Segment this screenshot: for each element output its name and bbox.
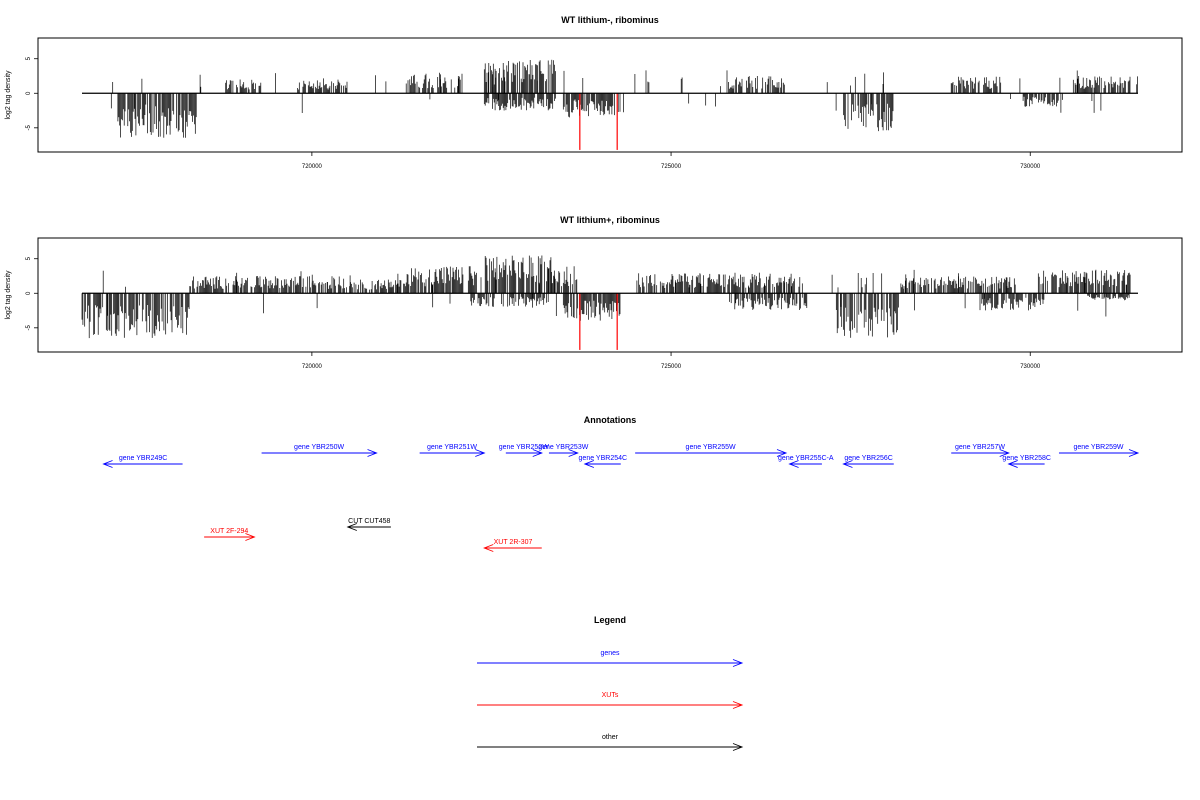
x-tick-label: 720000: [302, 164, 323, 170]
arrow-head: [999, 449, 1010, 457]
feature-arrow: gene YBR255C-A: [778, 455, 834, 468]
feature-label: gene YBR255W: [686, 444, 736, 451]
track-title: WT lithium-, ribominus: [561, 15, 659, 25]
arrow-head: [788, 460, 799, 468]
feature-label: gene YBR256C: [844, 455, 893, 462]
track-lithium-minus: WT lithium-, ribominus log2 tag density …: [5, 15, 1183, 170]
arrow-head: [245, 533, 256, 541]
legend-label: other: [602, 734, 619, 741]
feature-arrow: gene YBR259W: [1058, 444, 1140, 457]
feature-label: gene YBR253W: [538, 444, 588, 451]
y-tick-label: 5: [26, 256, 32, 260]
x-tick-label: 730000: [1020, 364, 1041, 370]
feature-arrow: gene YBR249C: [102, 455, 183, 468]
feature-arrow: gene YBR255W: [635, 444, 788, 457]
feature-arrow: gene YBR257W: [951, 444, 1010, 457]
feature-arrow: gene YBR256C: [842, 455, 894, 468]
arrow-head: [732, 701, 744, 709]
y-axis: -5 0 5: [26, 56, 39, 130]
arrow-head: [776, 449, 788, 457]
feature-arrow: gene YBR251W: [419, 444, 486, 457]
feature-label: XUT 2R-307: [494, 539, 533, 546]
feature-label: gene YBR250W: [294, 444, 344, 451]
arrow-head: [483, 544, 494, 552]
density-bars: [81, 255, 1131, 339]
legend-panel: Legend genes XUTs other: [477, 615, 744, 751]
feature-arrow: XUT 2F-294: [204, 528, 256, 541]
y-tick-label: 5: [26, 56, 32, 60]
feature-label: gene YBR249C: [119, 455, 168, 462]
density-bars: [110, 59, 1138, 138]
feature-label: gene YBR254C: [579, 455, 628, 462]
highlight-bars: [579, 293, 618, 350]
y-tick-label: -5: [26, 124, 32, 130]
x-axis: 720000 725000 730000: [302, 151, 1041, 170]
x-tick-label: 725000: [661, 364, 682, 370]
arrow-head: [367, 449, 378, 457]
feature-label: gene YBR252W: [499, 444, 549, 451]
x-tick-label: 725000: [661, 164, 682, 170]
legend-item: XUTs: [477, 692, 744, 709]
legend-title: Legend: [594, 615, 626, 625]
y-axis-label: log2 tag density: [5, 70, 12, 120]
arrow-head: [732, 743, 744, 751]
feature-arrow: gene YBR254C: [579, 455, 628, 468]
arrow-head: [732, 659, 744, 667]
x-tick-label: 720000: [302, 364, 323, 370]
feature-label: XUT 2F-294: [210, 528, 248, 535]
y-axis: -5 0 5: [26, 256, 39, 330]
feature-arrow: CUT CUT458: [346, 518, 391, 531]
highlight-bars: [579, 93, 618, 150]
feature-arrow: gene YBR253W: [538, 444, 589, 457]
x-axis: 720000 725000 730000: [302, 351, 1041, 370]
legend-label: genes: [600, 650, 620, 657]
arrow-head: [1007, 460, 1018, 468]
arrow-head: [583, 460, 595, 468]
legend-items: genes XUTs other: [477, 650, 744, 751]
feature-arrow: XUT 2R-307: [483, 539, 542, 552]
feature-label: gene YBR259W: [1073, 444, 1123, 451]
arrow-head: [346, 523, 357, 531]
arrow-head: [532, 449, 543, 457]
y-tick-label: 0: [26, 91, 32, 95]
x-tick-label: 730000: [1020, 164, 1041, 170]
track-lithium-plus: WT lithium+, ribominus log2 tag density …: [5, 215, 1183, 370]
feature-arrow: gene YBR250W: [261, 444, 378, 457]
track-title: WT lithium+, ribominus: [560, 215, 660, 225]
feature-arrow: gene YBR258C: [1002, 455, 1051, 468]
feature-label: CUT CUT458: [348, 518, 390, 525]
feature-arrow: gene YBR252W: [499, 444, 549, 457]
annotations-title: Annotations: [584, 415, 637, 425]
legend-item: other: [477, 734, 744, 751]
legend-label: XUTs: [602, 692, 619, 699]
feature-label: gene YBR255C-A: [778, 455, 834, 462]
arrow-head: [1128, 449, 1140, 457]
feature-label: gene YBR251W: [427, 444, 477, 451]
y-tick-label: -5: [26, 324, 32, 330]
arrow-head: [842, 460, 853, 468]
y-tick-label: 0: [26, 291, 32, 295]
y-axis-label: log2 tag density: [5, 270, 12, 320]
feature-arrows: gene YBR249C gene YBR250W gene YBR251W gene…: [102, 444, 1140, 552]
feature-label: gene YBR257W: [955, 444, 1005, 451]
arrow-head: [102, 460, 113, 468]
feature-label: gene YBR258C: [1002, 455, 1051, 462]
legend-item: genes: [477, 650, 744, 667]
arrow-head: [475, 449, 486, 457]
arrow-head: [568, 449, 579, 457]
